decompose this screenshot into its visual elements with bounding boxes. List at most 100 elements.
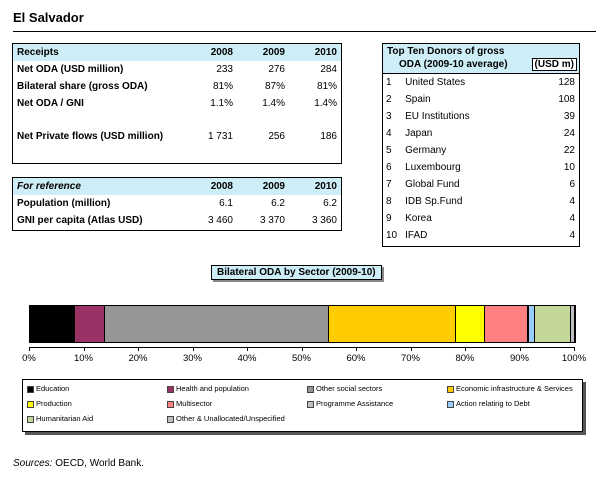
donor-value: 128 xyxy=(558,77,575,88)
legend-swatch xyxy=(27,385,34,393)
legend-label: Other social sectors xyxy=(316,384,383,393)
table-row-spacer xyxy=(13,112,341,128)
donor-rank: 10 xyxy=(386,230,398,241)
donor-value: 10 xyxy=(563,162,575,173)
legend-item: Action relating to Debt xyxy=(447,399,530,408)
donor-rank: 3 xyxy=(386,111,392,122)
legend-swatch xyxy=(27,415,34,423)
legend-item: Programme Assistance xyxy=(307,399,393,408)
receipts-header-row: Receipts 2008 2009 2010 xyxy=(13,44,341,61)
donor-row: 5 Germany 22 xyxy=(383,142,579,159)
cell: 6.2 xyxy=(271,198,285,209)
cell: 186 xyxy=(320,131,337,142)
legend-swatch xyxy=(167,385,174,393)
reference-header-label: For reference xyxy=(13,178,185,195)
x-tick xyxy=(519,347,521,351)
donor-value: 24 xyxy=(563,128,575,139)
cell: 1.4% xyxy=(314,98,337,109)
legend-label: Humanitarian Aid xyxy=(36,414,94,423)
receipts-header-label: Receipts xyxy=(13,44,185,61)
legend-swatch xyxy=(27,400,34,408)
bar-segment-economic-infrastructure-services xyxy=(328,306,456,342)
bar-segment-production xyxy=(455,306,486,342)
donors-unit-badge: (USD m) xyxy=(531,58,577,71)
top-donors-table: Top Ten Donors of gross ODA (2009-10 ave… xyxy=(382,43,580,247)
donor-value: 6 xyxy=(569,179,575,190)
bar-segment-programme-assistance xyxy=(527,306,530,342)
row-label: Net ODA (USD million) xyxy=(17,64,124,75)
legend-swatch xyxy=(307,385,314,393)
donors-header: Top Ten Donors of gross ODA (2009-10 ave… xyxy=(383,44,579,74)
title-rule xyxy=(13,31,596,32)
cell: 276 xyxy=(268,64,285,75)
country-title: El Salvador xyxy=(13,10,84,25)
donor-name: Luxembourg xyxy=(405,162,461,173)
legend-label: Other & Unallocated/Unspecified xyxy=(176,414,285,423)
reference-header-2010: 2010 xyxy=(289,178,341,195)
donor-row: 6 Luxembourg 10 xyxy=(383,159,579,176)
legend-label: Multisector xyxy=(176,399,213,408)
donor-name: Spain xyxy=(405,94,431,105)
donors-title-line2: ODA (2009-10 average) xyxy=(399,59,508,70)
sources-note: Sources: OECD, World Bank. xyxy=(13,458,144,469)
x-tick xyxy=(356,347,357,351)
legend-swatch xyxy=(447,400,454,408)
donor-rank: 8 xyxy=(386,196,392,207)
x-tick xyxy=(301,347,303,351)
donor-row: 10 IFAD 4 xyxy=(383,227,579,244)
donor-row: 3 EU Institutions 39 xyxy=(383,108,579,125)
cell: 3 370 xyxy=(259,215,285,226)
bar-segment-other-social-sectors xyxy=(105,306,329,342)
legend-item: Health and population xyxy=(167,384,249,393)
row-label: GNI per capita (Atlas USD) xyxy=(17,215,143,226)
legend-label: Programme Assistance xyxy=(316,399,394,408)
donor-row: 1 United States 128 xyxy=(383,74,579,91)
legend-swatch xyxy=(167,400,174,408)
donor-rank: 1 xyxy=(386,77,392,88)
table-row: GNI per capita (Atlas USD) 3 460 3 370 3… xyxy=(13,212,341,229)
reference-header-2009: 2009 xyxy=(237,178,289,195)
row-label: Bilateral share (gross ODA) xyxy=(17,81,148,92)
table-row: Net ODA (USD million) 233 276 284 xyxy=(13,61,341,78)
x-tick xyxy=(83,347,85,351)
legend-item: Humanitarian Aid xyxy=(27,414,93,423)
donor-value: 22 xyxy=(563,145,575,156)
x-tick-label: 50% xyxy=(291,353,312,364)
legend-item: Production xyxy=(27,399,72,408)
cell: 81% xyxy=(316,81,337,92)
bar-segment-other-unallocated-unspecified xyxy=(571,306,575,342)
x-tick xyxy=(192,347,194,351)
donor-rank: 5 xyxy=(386,145,392,156)
donor-name: EU Institutions xyxy=(405,111,470,122)
x-tick xyxy=(410,347,412,351)
receipts-header-2010: 2010 xyxy=(289,44,341,61)
bar-segment-action-relating-to-debt xyxy=(529,306,536,342)
legend-item: Education xyxy=(27,384,69,393)
legend-item: Other social sectors xyxy=(307,384,382,393)
cell: 1.1% xyxy=(210,98,233,109)
x-tick-label: 70% xyxy=(400,353,421,364)
legend-item: Other & Unallocated/Unspecified xyxy=(167,414,285,423)
x-tick xyxy=(247,347,248,351)
donor-name: United States xyxy=(405,77,466,88)
legend-swatch xyxy=(307,400,314,408)
donor-name: Global Fund xyxy=(405,179,460,190)
x-tick-label: 60% xyxy=(346,353,366,364)
cell: 3 460 xyxy=(207,215,233,226)
x-tick-label: 10% xyxy=(73,353,94,364)
table-row: Net ODA / GNI 1.1% 1.4% 1.4% xyxy=(13,95,341,112)
x-tick-label: 100% xyxy=(561,353,587,364)
donors-list: 1 United States 128 2 Spain 108 3 EU Institutio… xyxy=(383,74,579,244)
cell: 1.4% xyxy=(262,98,285,109)
x-tick xyxy=(29,347,30,351)
donor-name: IFAD xyxy=(405,230,428,241)
row-label: Population (million) xyxy=(17,198,111,209)
legend-label: Production xyxy=(36,399,72,408)
stacked-bar xyxy=(29,305,576,343)
donor-value: 39 xyxy=(563,111,575,122)
row-label: Net Private flows (USD million) xyxy=(17,131,164,142)
legend-label: Economic infrastructure & Services xyxy=(456,384,573,393)
x-tick-label: 80% xyxy=(455,353,475,364)
donor-name: IDB Sp.Fund xyxy=(405,196,463,207)
donor-value: 4 xyxy=(569,230,575,241)
